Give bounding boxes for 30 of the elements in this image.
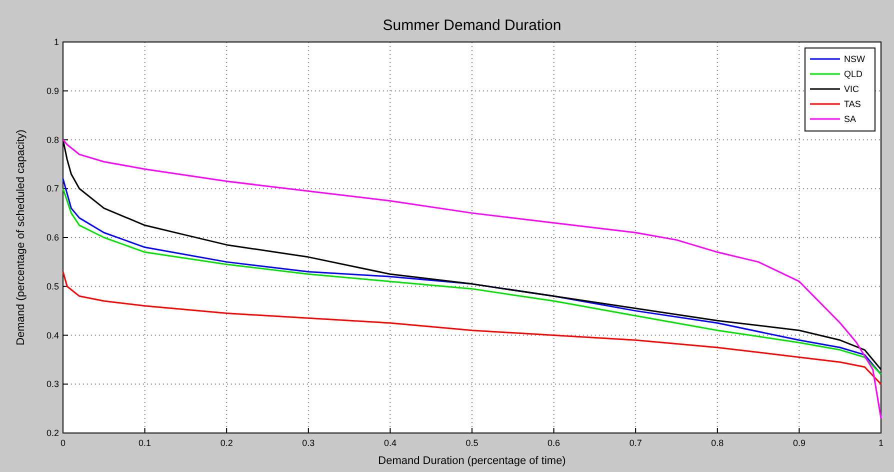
x-tick-label: 0.7: [629, 438, 642, 448]
legend-label: VIC: [844, 84, 860, 94]
legend-label: NSW: [844, 54, 866, 64]
y-tick-label: 0.4: [46, 330, 59, 340]
line-series: [62, 139, 882, 420]
y-tick-label: 0.8: [46, 134, 59, 145]
x-tick-label: 1: [878, 438, 884, 448]
x-tick-label: 0.9: [792, 438, 806, 448]
x-tick-label: 0.5: [466, 438, 478, 448]
y-tick-label: 0.6: [46, 232, 59, 242]
x-tick-label: 0.2: [220, 438, 233, 448]
x-tick-label: 0.3: [302, 438, 315, 448]
x-tick-label: 0.6: [548, 438, 560, 448]
line-series: [62, 270, 882, 385]
y-tick-label: 0.3: [46, 379, 59, 390]
x-axis-title: Demand Duration (percentage of time): [378, 455, 566, 467]
legend-label: SA: [844, 114, 856, 124]
x-tick-label: 0.8: [711, 438, 724, 448]
legend-label: TAS: [844, 99, 861, 109]
y-tick-label: 0.7: [46, 184, 59, 194]
y-tick-label: 0.2: [46, 428, 59, 438]
x-tick-label: 0.1: [138, 438, 152, 448]
x-tick-label: 0.4: [384, 438, 396, 448]
y-tick-label: 0.5: [46, 281, 59, 292]
legend-label: QLD: [844, 69, 864, 79]
x-tick-label: 0: [60, 438, 66, 448]
y-tick-label: 0.9: [46, 86, 59, 96]
chart-title: Summer Demand Duration: [382, 17, 562, 34]
y-tick-label: 1: [54, 37, 59, 47]
y-axis-title: Demand (percentage of scheduled capacity): [15, 130, 27, 346]
